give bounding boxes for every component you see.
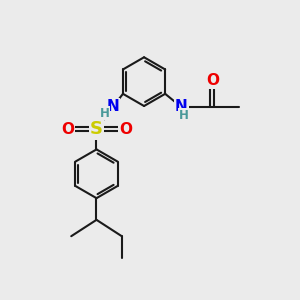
- Text: H: H: [100, 107, 110, 120]
- Text: N: N: [175, 99, 188, 114]
- Text: O: O: [119, 122, 132, 137]
- Text: S: S: [90, 120, 103, 138]
- Text: O: O: [61, 122, 74, 137]
- Text: H: H: [178, 109, 188, 122]
- Text: O: O: [206, 73, 219, 88]
- Text: N: N: [106, 99, 119, 114]
